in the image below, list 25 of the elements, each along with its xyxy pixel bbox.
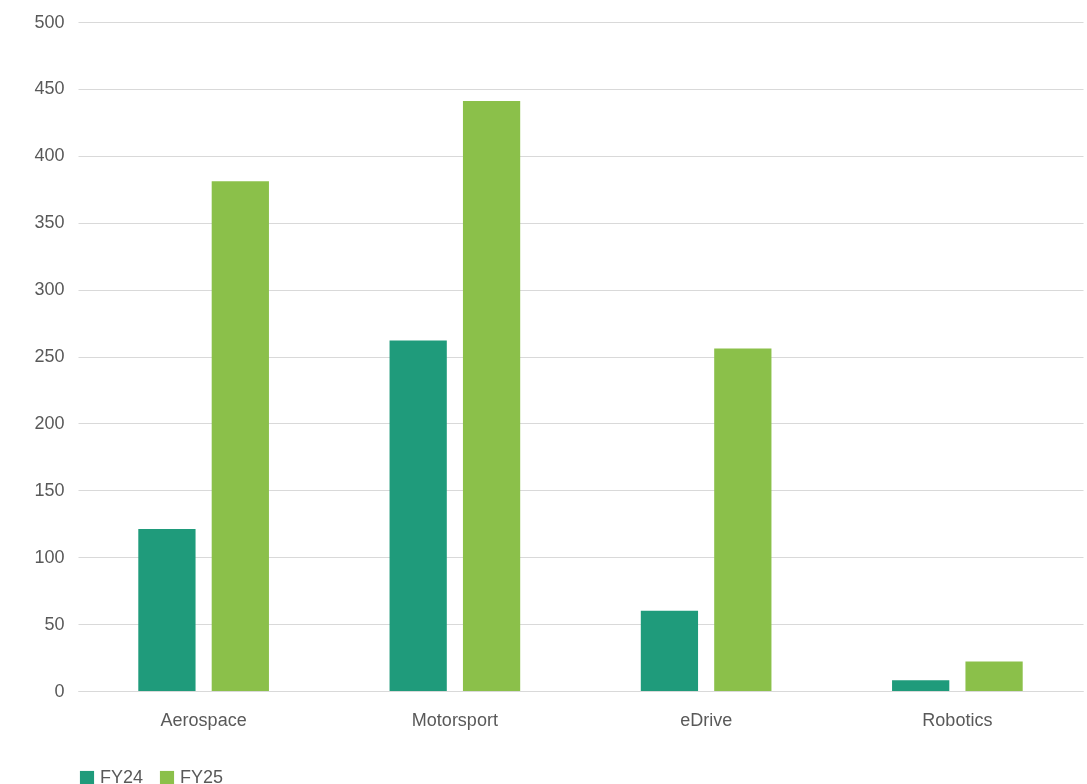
bar (892, 680, 950, 691)
y-tick-label: 100 (34, 546, 65, 567)
y-tick-label: 400 (34, 145, 65, 166)
y-tick-label: 500 (34, 11, 65, 32)
y-tick-label: 200 (34, 412, 65, 433)
y-tick-label: 50 (44, 613, 65, 634)
y-tick-label: 350 (34, 212, 65, 233)
bar (462, 100, 521, 691)
bar (714, 348, 772, 691)
y-tick-label: 300 (34, 279, 65, 300)
bar (640, 610, 699, 691)
x-tick-label: eDrive (680, 709, 733, 730)
bar (211, 181, 269, 691)
bar (965, 661, 1023, 691)
legend-label: FY24 (100, 767, 144, 784)
y-tick-label: 250 (34, 346, 65, 366)
bar (138, 529, 196, 691)
legend-label: FY25 (180, 767, 224, 784)
x-tick-label: Aerospace (160, 709, 247, 730)
bar (389, 340, 447, 691)
y-tick-label: 150 (34, 479, 65, 500)
y-tick-label: 450 (34, 78, 65, 99)
y-tick-label: 0 (54, 680, 65, 701)
x-tick-label: Motorsport (411, 709, 498, 730)
x-tick-label: Robotics (922, 709, 993, 730)
